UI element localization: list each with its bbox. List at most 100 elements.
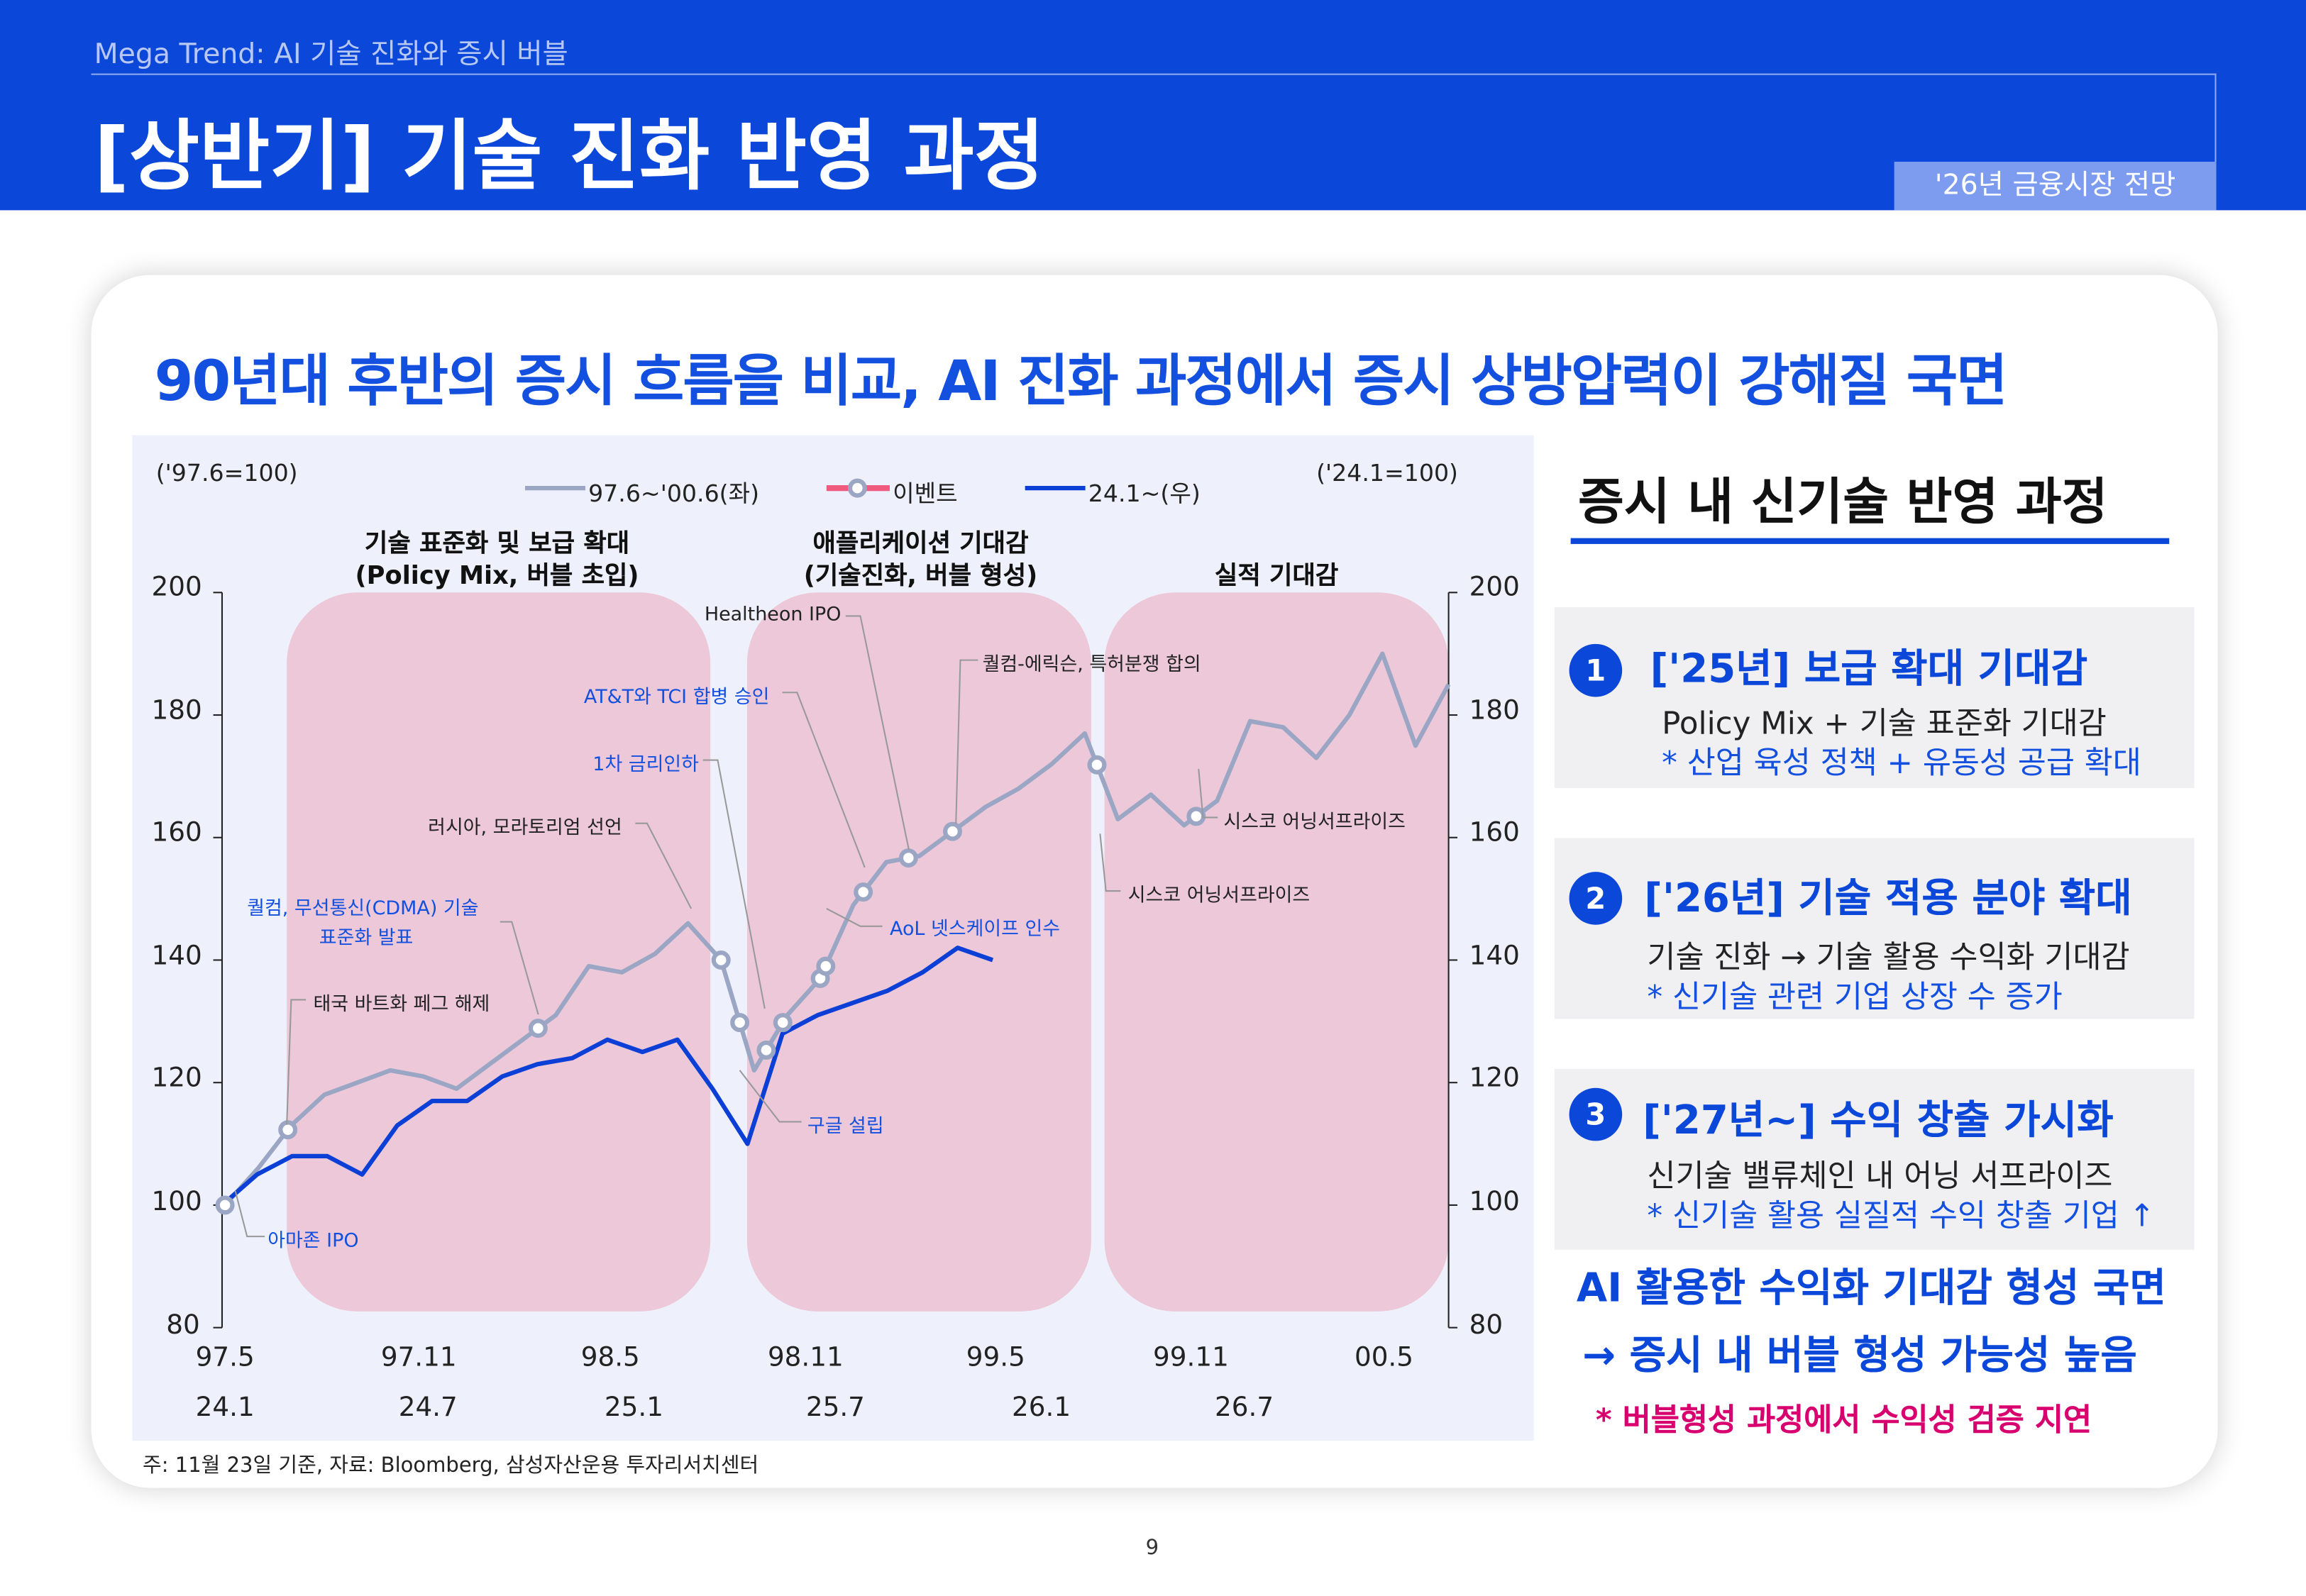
leader-line — [635, 822, 693, 909]
header-subtitle: Mega Trend: AI 기술 진화와 증시 버블 — [94, 38, 568, 71]
legend-current: 24.1~(우) — [1088, 479, 1201, 508]
event-label: 퀄컴-에릭슨, 특허분쟁 합의 — [982, 654, 1201, 677]
y-tick-right: 200 — [1469, 572, 1520, 603]
x-tick-bottom: 25.7 — [805, 1392, 865, 1424]
headline: 90년대 후반의 증시 흐름을 비교, AI 진화 과정에서 증시 상방압력이 … — [154, 348, 2008, 414]
x-tick-bottom: 25.1 — [604, 1392, 663, 1424]
event-label: 퀄컴, 무선통신(CDMA) 기술 — [247, 898, 479, 921]
event-label: AoL 넷스케이프 인수 — [889, 919, 1061, 941]
legend-event: 이벤트 — [893, 479, 958, 508]
event-label: AT&T와 TCI 합병 승인 — [583, 686, 770, 709]
number-badge: 2 — [1569, 872, 1623, 925]
stage-desc: 신기술 밸류체인 내 어닝 서프라이즈 — [1647, 1158, 2113, 1195]
y-tick-right: 140 — [1469, 941, 1520, 972]
stage-box-3 — [1554, 1068, 2195, 1250]
phase-1-title: 기술 표준화 및 보급 확대 — [364, 529, 630, 559]
x-tick-top: 97.11 — [380, 1342, 457, 1373]
leader-line — [955, 659, 978, 824]
right-panel-title: 증시 내 신기술 반영 과정 — [1578, 473, 2108, 533]
y-tick-right: 100 — [1469, 1186, 1520, 1218]
x-tick-top: 98.11 — [767, 1342, 844, 1373]
event-label: 표준화 발표 — [319, 927, 414, 950]
phase-2-subtitle: (기술진화, 버블 형성) — [803, 561, 1038, 592]
number-badge: 1 — [1569, 643, 1623, 697]
divider — [2214, 73, 2217, 162]
stage-box-1 — [1554, 607, 2195, 788]
event-label: 아마존 IPO — [267, 1230, 359, 1253]
y-tick-right: 180 — [1469, 695, 1520, 726]
event-label: Healtheon IPO — [704, 604, 842, 626]
x-tick-bottom: 24.7 — [398, 1392, 458, 1424]
event-marker — [816, 956, 836, 976]
event-label: 구글 설립 — [807, 1116, 884, 1138]
header-badge: '26년 금융시장 전망 — [1894, 161, 2217, 211]
stage-title: ['26년] 기술 적용 분야 확대 — [1644, 876, 2132, 922]
leader-line — [826, 908, 883, 927]
series-line-current — [220, 946, 994, 1207]
left-axis-label: ('97.6=100) — [155, 458, 298, 487]
chart-panel — [132, 435, 1534, 1441]
footnote: 주: 11월 23일 기준, 자료: Bloomberg, 삼성자산운용 투자리… — [143, 1453, 759, 1478]
event-marker — [1087, 755, 1107, 775]
event-label: 시스코 어닝서프라이즈 — [1127, 885, 1311, 907]
legend-event-marker — [847, 478, 867, 498]
stage-title: ['27년~] 수익 창출 가시화 — [1643, 1098, 2114, 1144]
event-label: 1차 금리인하 — [592, 754, 699, 777]
phase-1-subtitle: (Policy Mix, 버블 초입) — [355, 561, 639, 592]
page-title: [상반기] 기술 진화 반영 과정 — [94, 113, 1045, 201]
series-line-past — [223, 651, 1451, 1207]
phase-band — [1104, 592, 1449, 1312]
leader-line — [845, 615, 910, 850]
leader-line — [1198, 768, 1218, 819]
page-number: 9 — [1145, 1536, 1159, 1561]
stage-desc: 기술 진화 → 기술 활용 수익화 기대감 — [1647, 939, 2130, 975]
x-tick-bottom: 26.1 — [1012, 1392, 1071, 1424]
event-label: 시스코 어닝서프라이즈 — [1223, 811, 1406, 834]
line-chart — [213, 478, 1458, 1329]
y-tick-left: 160 — [151, 817, 202, 848]
leader-line — [500, 921, 539, 1015]
conclusion: → 증시 내 버블 형성 가능성 높음 — [1582, 1333, 2137, 1380]
y-tick-left: 180 — [151, 695, 202, 726]
phase-2-title: 애플리케이션 기대감 — [812, 529, 1029, 559]
stage-note: * 신기술 관련 기업 상장 수 증가 — [1647, 979, 2063, 1015]
x-tick-bottom: 24.1 — [195, 1392, 255, 1424]
leader-line — [702, 759, 766, 1009]
x-tick-top: 00.5 — [1354, 1342, 1414, 1373]
divider — [91, 73, 2217, 75]
leader-line — [1099, 833, 1121, 892]
x-tick-top: 99.11 — [1152, 1342, 1229, 1373]
y-tick-right: 80 — [1469, 1309, 1504, 1341]
event-label: 태국 바트화 페그 해제 — [313, 994, 490, 1016]
stage-note: * 산업 육성 정책 + 유동성 공급 확대 — [1662, 745, 2141, 781]
event-marker — [711, 951, 731, 970]
leader-line — [739, 1070, 802, 1123]
x-tick-top: 98.5 — [580, 1342, 640, 1373]
event-label: 러시아, 모라토리엄 선언 — [428, 817, 622, 840]
number-badge: 3 — [1569, 1087, 1623, 1141]
phase-3-title: 실적 기대감 — [1214, 561, 1339, 592]
stage-note: * 신기술 활용 실질적 수익 창출 기업 ↑ — [1647, 1198, 2156, 1234]
event-marker — [898, 848, 918, 868]
conclusion: AI 활용한 수익화 기대감 형성 국면 — [1576, 1265, 2166, 1312]
divider — [1570, 538, 2170, 544]
event-marker — [756, 1040, 776, 1060]
y-tick-right: 160 — [1469, 817, 1520, 848]
event-marker — [854, 882, 873, 902]
y-tick-right: 120 — [1469, 1063, 1520, 1095]
stage-box-2 — [1554, 838, 2195, 1019]
event-marker — [278, 1120, 298, 1140]
y-tick-left: 100 — [151, 1186, 202, 1218]
y-tick-left: 200 — [151, 572, 202, 603]
event-marker — [943, 821, 962, 841]
leader-line — [286, 999, 307, 1125]
legend-past: 97.6~'00.6(좌) — [588, 479, 760, 508]
y-tick-left: 140 — [151, 941, 202, 972]
right-axis-label: ('24.1=100) — [1316, 458, 1458, 487]
stage-desc: Policy Mix + 기술 표준화 기대감 — [1662, 705, 2107, 741]
event-marker — [215, 1195, 235, 1215]
event-marker — [773, 1013, 793, 1033]
stage-title: ['25년] 보급 확대 기대감 — [1650, 646, 2088, 693]
event-marker — [730, 1013, 750, 1033]
event-marker — [528, 1019, 548, 1038]
